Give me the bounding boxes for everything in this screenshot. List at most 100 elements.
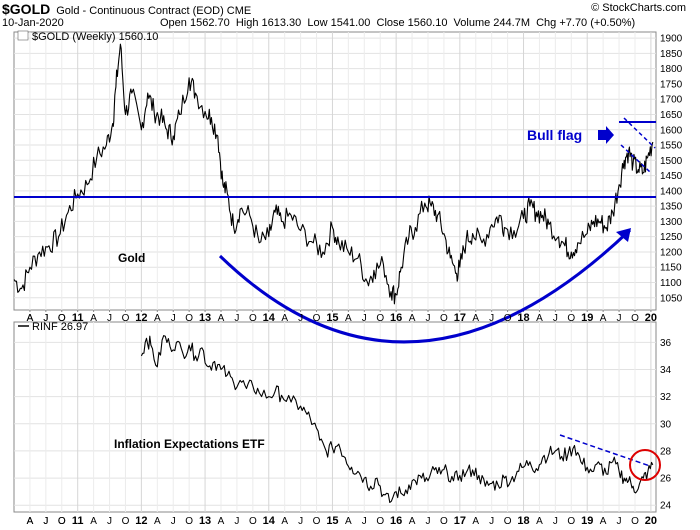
- month-tick-label: J: [617, 516, 622, 527]
- month-tick-label: J: [425, 313, 430, 324]
- symbol-title: $GOLD Gold - Continuous Contract (EOD) CM…: [2, 1, 252, 17]
- month-tick-label: J: [362, 516, 367, 527]
- gold-y-tick-label: 1550: [660, 141, 683, 152]
- month-tick-label: A: [27, 516, 34, 527]
- month-tick-label: O: [58, 516, 66, 527]
- lower-panel-frame: [13, 321, 657, 513]
- month-tick-label: A: [154, 313, 161, 324]
- month-tick-label: J: [43, 313, 48, 324]
- month-tick-label: O: [58, 516, 66, 527]
- month-tick-label: J: [171, 313, 176, 324]
- rinf-y-tick-label: 30: [660, 419, 672, 430]
- rinf-y-tick-label: 28: [660, 446, 672, 457]
- breakout-circle: [629, 449, 661, 481]
- month-tick-label: A: [472, 516, 479, 527]
- year-tick-label: 11: [72, 515, 84, 527]
- bull-flag-arrow: [598, 126, 614, 144]
- month-tick-label: A: [27, 516, 34, 527]
- month-tick-label: A: [27, 313, 34, 324]
- month-tick-label: J: [489, 313, 494, 324]
- gold-y-tick-label: 1250: [660, 232, 683, 243]
- year-tick-label: 16: [390, 515, 402, 527]
- month-tick-label: J: [234, 313, 239, 324]
- year-tick-label: 14: [263, 515, 276, 527]
- gold-y-tick-label: 1450: [660, 171, 683, 182]
- month-tick-label: O: [122, 313, 130, 324]
- month-tick-label: O: [122, 516, 130, 527]
- month-tick-label: J: [43, 516, 48, 527]
- legend-swatch: [17, 30, 29, 41]
- month-tick-label: A: [600, 516, 607, 527]
- year-tick-label: 19: [581, 312, 593, 324]
- rinf-price-line: [140, 335, 654, 504]
- gold-y-tick-label: 1400: [660, 186, 683, 197]
- month-tick-label: A: [345, 313, 352, 324]
- month-tick-label: A: [409, 516, 416, 527]
- month-tick-label: O: [504, 516, 512, 527]
- month-tick-label: J: [171, 516, 176, 527]
- rounded-bottom-arc: [218, 228, 632, 344]
- month-tick-label: A: [409, 313, 416, 324]
- upper-legend: $GOLD (Weekly) 1560.10: [17, 30, 158, 43]
- year-tick-label: 11: [72, 312, 84, 324]
- gold-y-tick-label: 1050: [660, 293, 683, 304]
- month-tick-label: J: [425, 516, 430, 527]
- month-tick-label: O: [58, 313, 66, 324]
- month-tick-label: A: [345, 516, 352, 527]
- month-tick-label: A: [90, 516, 97, 527]
- upper-panel-frame: [13, 31, 657, 311]
- month-tick-label: A: [472, 313, 479, 324]
- year-tick-label: 20: [645, 312, 657, 324]
- rinf-y-tick-label: 34: [660, 365, 672, 376]
- month-tick-label: O: [567, 516, 575, 527]
- month-tick-label: O: [504, 313, 512, 324]
- month-tick-label: O: [440, 313, 448, 324]
- year-tick-label: 17: [454, 515, 466, 527]
- month-tick-label: J: [298, 516, 303, 527]
- month-tick-label: J: [298, 313, 303, 324]
- year-tick-label: 14: [263, 312, 276, 324]
- gold-y-tick-label: 1750: [660, 79, 683, 90]
- month-tick-label: A: [536, 313, 543, 324]
- month-tick-label: O: [631, 313, 639, 324]
- gold-y-tick-label: 1100: [660, 278, 682, 289]
- rinf-series-label: Inflation Expectations ETF: [114, 437, 265, 451]
- gold-y-tick-label: 1800: [660, 64, 683, 75]
- rinf-series: [140, 335, 654, 504]
- rinf-y-tick-label: 36: [660, 338, 672, 349]
- year-tick-label: 16: [390, 312, 402, 324]
- month-tick-label: A: [27, 313, 34, 324]
- lower-legend: RINF 26.97: [18, 321, 88, 333]
- gold-y-tick-label: 1600: [660, 125, 683, 136]
- gold-y-tick-label: 1650: [660, 110, 683, 121]
- month-tick-label: J: [489, 516, 494, 527]
- year-tick-label: 15: [326, 515, 338, 527]
- month-tick-label: J: [43, 516, 48, 527]
- month-tick-label: A: [90, 313, 97, 324]
- month-tick-label: J: [553, 313, 558, 324]
- month-tick-label: O: [185, 516, 193, 527]
- gold-y-tick-label: 1700: [660, 95, 683, 106]
- month-tick-label: O: [249, 313, 257, 324]
- gold-y-tick-label: 1850: [660, 49, 683, 60]
- month-tick-label: J: [617, 313, 622, 324]
- gold-y-tick-label: 1350: [660, 202, 683, 213]
- month-tick-label: J: [234, 516, 239, 527]
- rinf-y-tick-label: 26: [660, 474, 672, 485]
- month-tick-label: J: [107, 516, 112, 527]
- month-tick-label: O: [249, 516, 257, 527]
- chart-date: 10-Jan-2020: [2, 17, 64, 29]
- year-tick-label: 17: [454, 312, 466, 324]
- month-tick-label: A: [281, 516, 288, 527]
- bull-flag-label: Bull flag: [527, 127, 582, 143]
- source-credit: © StockCharts.com: [591, 2, 686, 14]
- year-tick-label: 13: [199, 515, 211, 527]
- rinf-annotations: Inflation Expectations ETF: [114, 434, 661, 481]
- flag-channel-upper: [623, 117, 656, 149]
- month-tick-label: J: [553, 516, 558, 527]
- month-tick-label: O: [58, 313, 66, 324]
- month-tick-label: J: [43, 313, 48, 324]
- month-tick-label: A: [600, 313, 607, 324]
- upper-grid: [14, 32, 656, 310]
